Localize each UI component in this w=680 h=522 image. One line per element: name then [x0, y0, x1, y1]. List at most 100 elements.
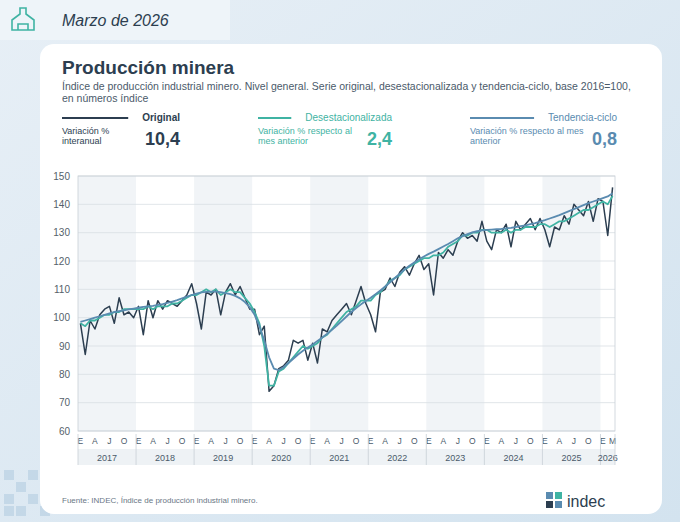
text-line: en números índice: [62, 92, 149, 104]
year-label: 2025: [561, 453, 581, 463]
legend-line: [470, 117, 534, 119]
legend-value: 2,4: [367, 129, 392, 149]
x-tick-label: A: [557, 436, 563, 446]
year-separator: [615, 434, 616, 465]
logo-mark: [555, 492, 562, 499]
icon-shape: [12, 8, 34, 30]
legend-line: [258, 117, 291, 119]
x-tick-label: O: [179, 436, 186, 446]
x-tick-label: A: [324, 436, 330, 446]
x-tick-label: J: [165, 436, 169, 446]
x-tick-label: E: [194, 436, 200, 446]
decor: [16, 482, 26, 492]
x-tick-label: E: [368, 436, 374, 446]
plot-area: [78, 176, 615, 431]
subtitle: Índice de producción industrial minero. …: [62, 80, 631, 104]
x-tick-label: J: [456, 436, 460, 446]
year-separator: [194, 434, 195, 465]
x-tick-label: O: [411, 436, 418, 446]
header-icon: [12, 8, 34, 30]
y-tick-label: 60: [59, 426, 71, 437]
x-tick-label: A: [440, 436, 446, 446]
legend-change-label: Variación %interanual: [62, 126, 109, 146]
x-tick-label: E: [136, 436, 142, 446]
x-tick-label: A: [266, 436, 272, 446]
grid-line: [78, 374, 615, 375]
logo-text: indec: [567, 493, 605, 510]
x-tick-label: O: [353, 436, 360, 446]
decor: [4, 470, 14, 480]
header: Marzo de 2026: [62, 12, 169, 29]
text-line: Variación % respecto al: [258, 126, 352, 136]
x-tick-label: O: [237, 436, 244, 446]
x-tick-label: A: [498, 436, 504, 446]
year-label: 2017: [97, 453, 117, 463]
x-tick-label: A: [208, 436, 214, 446]
year-label: 2023: [445, 453, 465, 463]
y-tick-label: 90: [59, 341, 71, 352]
year-band: [78, 176, 136, 431]
y-tick-label: 100: [53, 312, 70, 323]
x-tick-label: J: [340, 436, 344, 446]
legend-change-label: Variación % respecto almes anterior: [258, 126, 352, 146]
year-separator: [78, 434, 79, 465]
year-separator: [426, 434, 427, 465]
y-tick-label: 80: [59, 369, 71, 380]
series-line: [80, 187, 612, 391]
text-line: interanual: [62, 136, 102, 146]
legend-item: Desestacionalizada 2,4 Variación % respect…: [258, 112, 392, 149]
decor: [28, 494, 38, 504]
series-group: [80, 187, 612, 391]
text-line: Variación % respecto al mes: [470, 126, 584, 136]
year-band: [426, 176, 484, 431]
x-tick-label: J: [223, 436, 227, 446]
year-separator: [310, 434, 311, 465]
year-separator: [368, 434, 369, 465]
decor: [16, 506, 26, 516]
legend-value: 0,8: [592, 129, 617, 149]
legend-name: Tendencia-ciclo: [548, 112, 617, 123]
year-separator: [136, 434, 137, 465]
legend-item: Tendencia-ciclo 0,8 Variación % respecto a…: [470, 112, 617, 149]
legend-name: Original: [142, 112, 180, 123]
legend-name: Desestacionalizada: [305, 112, 392, 123]
legend-line: [62, 117, 128, 119]
decor: [28, 470, 38, 480]
year-label: 2024: [503, 453, 523, 463]
logo: indec: [546, 492, 605, 510]
x-tick-label: A: [382, 436, 388, 446]
source: Fuente: INDEC, Índice de producción indu…: [62, 496, 258, 505]
chart: Marzo de 2026 Producción mineraÍndice de …: [0, 0, 680, 522]
x-tick-label: A: [92, 436, 98, 446]
background: [0, 0, 680, 522]
x-tick-label: E: [600, 436, 606, 446]
logo-mark: [546, 501, 553, 508]
x-tick-label: O: [585, 436, 592, 446]
x-tick-label: J: [398, 436, 402, 446]
year-label: 2018: [155, 453, 175, 463]
year-separator: [484, 434, 485, 465]
y-tick-label: 130: [53, 227, 70, 238]
title: Producción minera: [62, 57, 235, 78]
grid-line: [78, 289, 615, 290]
legend-item: Original10,4Variación %interanual: [62, 112, 180, 149]
year-label: 2021: [329, 453, 349, 463]
x-tick-label: O: [469, 436, 476, 446]
x-tick-label: J: [572, 436, 576, 446]
grid-line: [78, 346, 615, 347]
x-tick-label: E: [78, 436, 84, 446]
year-separator: [252, 434, 253, 465]
y-tick-label: 70: [59, 397, 71, 408]
header-box: [0, 0, 230, 40]
decor: [4, 506, 14, 516]
grid-line: [78, 261, 615, 262]
year-separator: [542, 434, 543, 465]
year-label: 2022: [387, 453, 407, 463]
x-tick-label: E: [426, 436, 432, 446]
icon-shape: [18, 24, 28, 30]
year-label: 2020: [271, 453, 291, 463]
legend-change-label: Variación % respecto al mesanterior: [470, 126, 584, 146]
card: [40, 44, 662, 514]
x-tick-label: E: [542, 436, 548, 446]
x-tick-label: J: [514, 436, 518, 446]
